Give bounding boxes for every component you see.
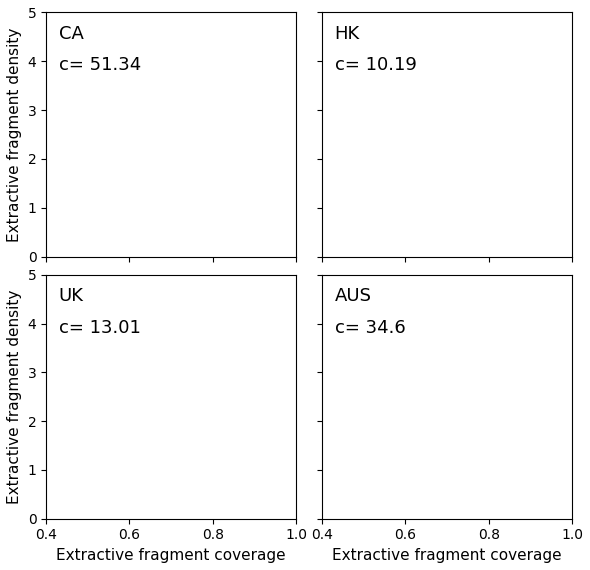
- Text: c= 13.01: c= 13.01: [58, 319, 140, 337]
- Text: UK: UK: [58, 287, 84, 305]
- Text: HK: HK: [335, 25, 360, 43]
- Y-axis label: Extractive fragment density: Extractive fragment density: [7, 27, 22, 242]
- X-axis label: Extractive fragment coverage: Extractive fragment coverage: [332, 548, 562, 563]
- Text: c= 10.19: c= 10.19: [335, 56, 417, 74]
- Text: AUS: AUS: [335, 287, 372, 305]
- Text: c= 51.34: c= 51.34: [58, 56, 141, 74]
- Text: c= 34.6: c= 34.6: [335, 319, 405, 337]
- Text: CA: CA: [58, 25, 83, 43]
- X-axis label: Extractive fragment coverage: Extractive fragment coverage: [56, 548, 286, 563]
- Y-axis label: Extractive fragment density: Extractive fragment density: [7, 290, 22, 504]
